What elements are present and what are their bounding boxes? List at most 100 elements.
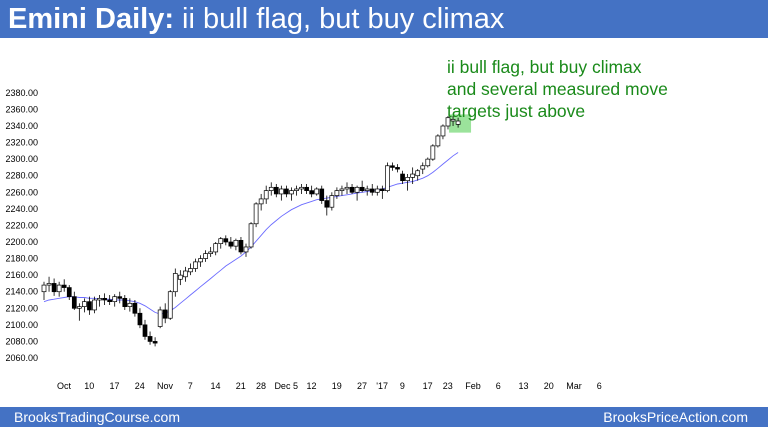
candle (385, 162, 390, 193)
x-tick-label: 23 (443, 381, 453, 391)
x-tick-label: 21 (236, 381, 246, 391)
candle (142, 319, 148, 340)
bear-candle-body (107, 299, 113, 303)
bull-candle-body (299, 186, 304, 190)
bull-candle-body (344, 186, 350, 190)
bear-candle-body (284, 188, 289, 195)
candle (339, 185, 345, 196)
candle (354, 185, 360, 201)
x-tick-label: Nov (157, 381, 174, 391)
bull-candle-body (167, 291, 173, 319)
x-tick-label: 7 (188, 381, 193, 391)
bear-candle-body (319, 188, 325, 201)
bull-candle-body (364, 188, 370, 191)
candle (97, 295, 102, 307)
candle (102, 293, 107, 305)
bull-candle-body (112, 296, 118, 303)
bull-candle-body (208, 251, 213, 254)
bull-candle-body (435, 135, 441, 147)
bear-candle-body (87, 301, 92, 311)
candle (435, 134, 441, 148)
candle (309, 185, 314, 198)
bear-candle-body (390, 165, 395, 168)
candle (162, 303, 168, 324)
footer-left-link[interactable]: BrooksTradingCourse.com (14, 409, 180, 425)
bull-candle-body (420, 165, 426, 170)
candle (253, 202, 259, 228)
x-tick-label: 20 (544, 381, 554, 391)
candle (61, 279, 67, 292)
y-tick-label: 2060.00 (5, 353, 38, 363)
bull-candle-body (405, 177, 410, 182)
bear-candle-body (51, 283, 57, 293)
x-tick-label: 12 (306, 381, 316, 391)
bear-candle-body (137, 312, 143, 326)
candle (193, 258, 198, 272)
bear-candle-body (228, 241, 234, 247)
x-tick-label: 14 (210, 381, 220, 391)
x-tick-label: 6 (597, 381, 602, 391)
candle (218, 237, 224, 249)
x-tick-label: 19 (332, 381, 342, 391)
x-tick-label: Oct (57, 381, 72, 391)
y-tick-label: 2380.00 (5, 88, 38, 98)
bull-candle-body (253, 203, 259, 225)
x-axis: Oct 10 17 24 Nov 7 14 21 28 Dec 5 12 19 27 '17 9 17 23 Fe… (57, 381, 602, 391)
candle (455, 117, 461, 128)
candle (359, 180, 365, 193)
bull-candle-body (339, 188, 345, 191)
y-axis: 2060.00 2080.00 2100.00 2120.00 2140.00 2160.… (5, 88, 38, 363)
candle (294, 185, 299, 196)
bear-candle-body (380, 188, 385, 191)
bear-candle-body (223, 238, 229, 243)
bull-candle-body (178, 274, 183, 280)
candle (41, 281, 47, 300)
y-tick-label: 2340.00 (5, 121, 38, 131)
candle (248, 222, 254, 249)
candle (208, 246, 213, 257)
bear-candle-body (324, 200, 330, 208)
x-tick-label: 13 (519, 381, 529, 391)
bear-candle-body (102, 297, 107, 301)
bull-candle-body (294, 188, 299, 191)
bull-candle-body (76, 306, 82, 309)
bear-candle-body (147, 336, 153, 342)
bear-candle-body (349, 186, 355, 193)
x-tick-label: 6 (496, 381, 501, 391)
x-tick-label: 17 (109, 381, 119, 391)
candle (71, 291, 77, 310)
candle (76, 303, 82, 321)
x-tick-label: Dec 5 (274, 381, 298, 391)
bear-candle-body (66, 287, 72, 298)
bear-candle-body (162, 309, 168, 319)
bull-candle-body (354, 186, 360, 193)
footer-right-link[interactable]: BrooksPriceAction.com (603, 409, 748, 425)
candle (188, 263, 193, 276)
candle (258, 193, 264, 211)
bull-candle-body (233, 239, 239, 247)
candle (122, 295, 128, 310)
bull-candle-body (82, 301, 87, 307)
bull-candle-body (314, 188, 320, 195)
candle (92, 296, 97, 314)
bear-candle-body (122, 297, 128, 307)
candle (273, 184, 279, 198)
candle (420, 162, 426, 175)
candle (243, 243, 249, 257)
bull-candle-body (127, 302, 133, 307)
y-tick-label: 2140.00 (5, 287, 38, 297)
candle (152, 337, 158, 347)
x-tick-label: 9 (400, 381, 405, 391)
candle (299, 184, 304, 194)
bull-candle-body (455, 120, 461, 125)
bull-candle-body (203, 253, 208, 259)
candle (117, 291, 123, 304)
y-tick-label: 2260.00 (5, 187, 38, 197)
candle (425, 157, 431, 168)
bear-candle-body (238, 239, 244, 253)
candle (112, 294, 118, 307)
candle (233, 238, 239, 251)
candle (137, 308, 143, 329)
bull-candle-body (41, 284, 47, 293)
bull-candle-body (172, 273, 178, 293)
